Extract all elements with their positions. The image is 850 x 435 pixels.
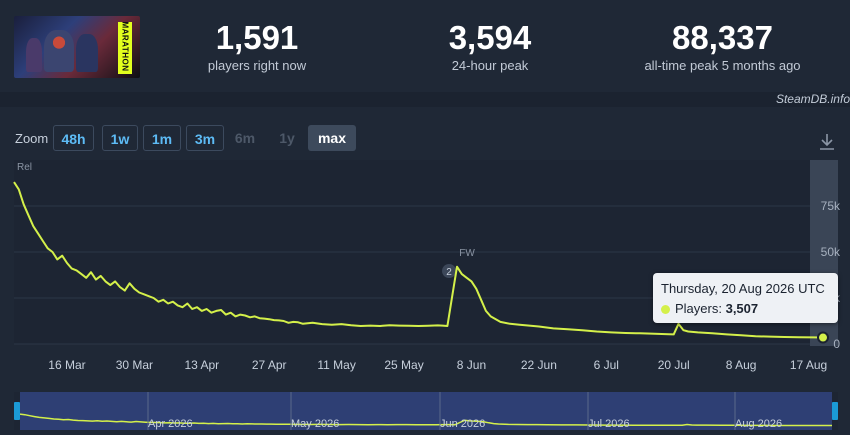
zoom-button-6m: 6m bbox=[234, 130, 256, 146]
navigator-tick-label: Aug 2026 bbox=[735, 418, 782, 430]
stats-header: MARATHON 1,591 players right now 3,594 2… bbox=[0, 0, 850, 92]
tooltip-value: 3,507 bbox=[725, 301, 759, 316]
stat-24h-peak: 3,594 24-hour peak bbox=[420, 19, 560, 74]
stat-value: 88,337 bbox=[672, 19, 773, 56]
x-tick-label: 17 Aug bbox=[790, 358, 827, 372]
x-tick-label: 20 Jul bbox=[658, 358, 690, 372]
stat-value: 3,594 bbox=[448, 19, 532, 56]
annotation-label: FW bbox=[459, 248, 475, 259]
x-tick-label: 13 Apr bbox=[184, 358, 219, 372]
zoom-button-max[interactable]: max bbox=[308, 125, 356, 151]
cover-figure bbox=[76, 34, 98, 72]
chart-tooltip: Thursday, 20 Aug 2026 UTC Players: 3,507 bbox=[653, 273, 838, 323]
stat-all-time-peak: 88,337 all-time peak 5 months ago bbox=[630, 19, 815, 74]
x-tick-label: 11 May bbox=[317, 358, 355, 372]
download-icon[interactable] bbox=[818, 132, 836, 152]
cover-figure bbox=[26, 38, 42, 72]
x-tick-label: 30 Mar bbox=[116, 358, 153, 372]
navigator-tick-label: Jun 2026 bbox=[440, 418, 485, 430]
navigator-selection[interactable] bbox=[20, 392, 832, 430]
cover-figure bbox=[44, 30, 74, 72]
y-tick-label: 0 bbox=[833, 337, 840, 351]
zoom-button-3m[interactable]: 3m bbox=[186, 125, 224, 151]
navigator-tick-label: May 2026 bbox=[291, 418, 339, 430]
stat-label: players right now bbox=[207, 58, 307, 73]
x-tick-label: 25 May bbox=[384, 358, 423, 372]
navigator-handle-right[interactable] bbox=[832, 402, 838, 420]
navigator-handle-left[interactable] bbox=[14, 402, 20, 420]
navigator-series-line bbox=[19, 413, 832, 427]
zoom-button-48h[interactable]: 48h bbox=[53, 125, 94, 151]
x-tick-label: 8 Aug bbox=[726, 358, 757, 372]
zoom-label: Zoom bbox=[15, 131, 49, 146]
navigator-tick-label: Jul 2026 bbox=[588, 418, 630, 430]
x-tick-label: 27 Apr bbox=[252, 358, 287, 372]
x-tick-label: 16 Mar bbox=[48, 358, 85, 372]
stat-value: 1,591 bbox=[215, 19, 299, 56]
hover-point[interactable] bbox=[817, 331, 829, 344]
stat-label: all-time peak 5 months ago bbox=[644, 58, 801, 73]
y-tick-label: 75k bbox=[821, 199, 841, 213]
series-marker-icon bbox=[661, 305, 670, 314]
annotation-label: Rel bbox=[17, 162, 32, 173]
tooltip-date: Thursday, 20 Aug 2026 UTC bbox=[661, 281, 825, 296]
series-line-players[interactable] bbox=[13, 181, 824, 339]
stat-current-players: 1,591 players right now bbox=[197, 19, 317, 74]
tooltip-row: Players: 3,507 bbox=[661, 301, 758, 316]
y-tick-label: 50k bbox=[821, 245, 841, 259]
stat-label: 24-hour peak bbox=[451, 58, 529, 73]
steamdb-credit-link[interactable]: SteamDB.info bbox=[775, 92, 850, 106]
navigator-tick-label: Apr 2026 bbox=[148, 418, 193, 430]
annotation-label: 2 bbox=[446, 267, 452, 278]
zoom-button-1y: 1y bbox=[279, 130, 295, 146]
zoom-button-1w[interactable]: 1w bbox=[102, 125, 138, 151]
zoom-button-1m[interactable]: 1m bbox=[143, 125, 181, 151]
game-cover-image[interactable]: MARATHON bbox=[14, 16, 140, 78]
x-tick-label: 8 Jun bbox=[457, 358, 486, 372]
tooltip-series-label: Players: bbox=[675, 301, 722, 316]
annotation-marker bbox=[442, 264, 457, 278]
x-tick-label: 22 Jun bbox=[521, 358, 557, 372]
x-tick-label: 6 Jul bbox=[594, 358, 619, 372]
game-logo: MARATHON bbox=[118, 22, 132, 74]
